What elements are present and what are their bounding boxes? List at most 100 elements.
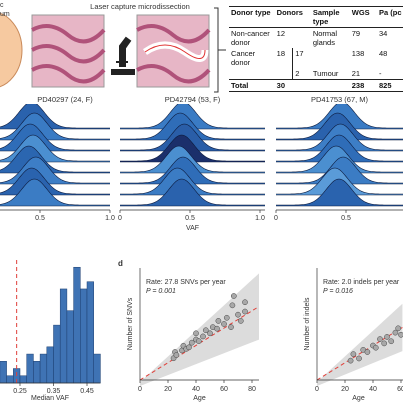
x-tick-label: 0 [118,215,122,222]
table-cell [292,79,311,92]
header-cell: Pa (pc [377,6,403,28]
x-tick-label: 0.5 [35,215,45,222]
annotation: P = 0.001 [146,288,176,295]
table-cell: 34 [379,29,388,38]
histogram-bar [93,353,101,384]
table-cell: 48 [379,49,388,58]
x-axis-label: VAF [186,225,199,232]
panel-title: PD42794 (53, F) [165,95,221,104]
data-point [229,302,236,309]
data-point [221,321,227,327]
tissue-section [31,14,106,88]
table-cell: 18 [276,49,285,58]
data-point [377,336,383,342]
trend-line [316,327,403,381]
histogram-bar [46,346,54,384]
ridge [120,104,265,130]
annotation: Rate: 2.0 indels per year [323,279,400,286]
x-tick-label: 0 [274,215,278,222]
data-point [242,308,248,315]
histogram-bar [73,266,81,384]
histogram-bar [39,353,48,384]
data-point [223,314,230,321]
diagram-label: c [0,2,4,9]
data-point [186,344,192,351]
header-cell: Sample type [310,6,350,28]
x-tick-label: 60 [220,386,228,393]
data-point [235,311,241,318]
histogram-bar [26,353,34,384]
x-tick-label: 0.5 [341,215,351,222]
data-point [347,357,354,364]
confidence-band [317,303,403,386]
trend-line [139,306,260,381]
data-point [214,325,220,332]
ridges [120,104,265,207]
table-cell: 2 [292,68,311,80]
x-tick-label: 1.0 [105,215,115,222]
x-tick-label: 0 [315,386,319,393]
data-point [230,293,237,299]
data-point [388,338,395,345]
x-axis-label: Median VAF [31,395,69,402]
donor-table: Donor type Donors Sample type WGS Pa (pc Non-… [229,6,403,92]
table-cell: 138 [351,49,365,58]
table-cell: 825 [377,79,403,92]
tissue-section-dissected [136,14,211,88]
table: Donor type Donors Sample type WGS Pa (pc Non-… [229,6,403,92]
ridges [0,104,110,207]
x-tick-label: 20 [164,386,172,393]
ridge [120,134,265,163]
table-cell: Cancer donor [231,49,256,67]
x-axis-label: Age [352,395,365,402]
data-point [384,334,390,340]
microscope-icon [111,36,135,75]
x-tick-label: 1.0 [255,215,265,222]
table-cell [229,68,275,80]
x-tick-label: 80 [248,386,256,393]
table-cell: Total [229,79,275,92]
data-point [392,329,399,336]
header-cell: Donor type [229,6,275,28]
ridge [120,123,265,152]
table-cell [310,79,350,92]
histogram-bar [86,281,94,384]
x-tick-label: 40 [192,386,200,393]
panel-title: PD40297 (24, F) [37,95,93,104]
x-tick-label: 60 [397,386,403,393]
table-cell: 238 [349,79,378,92]
y-axis-label: Number of indels [304,297,311,350]
data-point [202,327,209,334]
histogram-bar [0,361,7,384]
data-point [215,318,222,324]
bracket [214,7,226,93]
table-cell: 12 [276,29,285,38]
histogram-bar [6,375,14,384]
ridges [276,104,403,207]
organ-illustration [0,12,23,88]
table-cell [275,68,293,80]
data-point [364,349,371,355]
ridge [276,104,403,130]
table-cell [293,28,311,49]
table-cell: Tumour [312,69,339,78]
x-tick-label: 0 [138,386,142,393]
table-cell: Normal glands [312,29,338,47]
x-tick-label: 0.5 [185,215,195,222]
data-point [207,330,213,337]
x-tick-label: 0.45 [80,388,94,395]
histogram-bar [59,288,68,384]
data-point [398,331,403,338]
diagram-caption: Laser capture microdissection [90,2,190,11]
data-point [193,330,199,337]
table-cell: - [379,69,382,78]
data-point [356,355,362,362]
data-point [395,325,402,332]
x-tick-label: 20 [341,386,349,393]
data-point [237,318,244,324]
data-point [242,299,248,306]
ridge [120,145,265,174]
ridge [120,156,265,185]
